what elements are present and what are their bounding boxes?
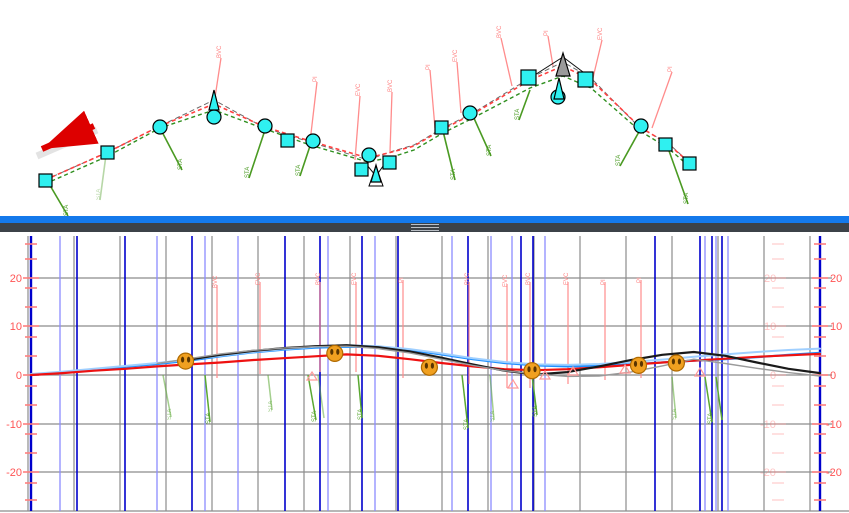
grip-line bbox=[410, 224, 439, 225]
profile-marker-layer[interactable] bbox=[177, 344, 686, 380]
svg-text:PI: PI bbox=[313, 76, 319, 82]
splitter-grip-handle[interactable] bbox=[410, 224, 439, 231]
y-axis-right-label: -20 bbox=[826, 467, 842, 479]
svg-text:STA: STA bbox=[96, 189, 102, 200]
svg-text:BVC: BVC bbox=[217, 45, 223, 58]
svg-text:STA: STA bbox=[268, 401, 274, 412]
plan-view-canvas[interactable]: BVC PI EVC BVC PI EVC BVC PI EVC PI bbox=[0, 0, 849, 216]
vertical-curve-marker[interactable] bbox=[326, 344, 344, 363]
svg-text:STA: STA bbox=[178, 159, 184, 170]
svg-text:STA: STA bbox=[616, 155, 622, 166]
svg-text:EVC: EVC bbox=[453, 49, 459, 62]
svg-text:STA: STA bbox=[672, 409, 678, 420]
plan-triangle-markers[interactable] bbox=[208, 50, 571, 187]
svg-text:STA: STA bbox=[708, 413, 714, 424]
pane-splitter[interactable] bbox=[0, 223, 849, 232]
y-axis-right-label: 0 bbox=[830, 370, 836, 382]
profile-vertical-gridlines bbox=[27, 236, 811, 511]
svg-text:EVC: EVC bbox=[256, 272, 262, 285]
svg-text:STA: STA bbox=[206, 413, 212, 424]
svg-text:PI: PI bbox=[544, 30, 550, 36]
svg-text:STA: STA bbox=[684, 193, 690, 204]
y-axis-left-label: 0 bbox=[16, 370, 22, 382]
svg-text:STA: STA bbox=[64, 205, 70, 216]
plan-pink-leaders bbox=[213, 35, 673, 161]
north-west-direction-arrow bbox=[35, 110, 99, 160]
profile-pink-callout-labels: BVC EVC BVC EVC PI BVC EVC BVC EVC PI PI bbox=[213, 272, 643, 288]
svg-text:BVC: BVC bbox=[497, 25, 503, 38]
svg-text:BVC: BVC bbox=[526, 272, 532, 285]
plan-green-leader-labels: STA STA STA STA STA STA STA STA STA STA bbox=[64, 109, 690, 216]
svg-text:BVC: BVC bbox=[213, 275, 219, 288]
profile-view-canvas[interactable]: 20 10 0 -10 -20 bbox=[0, 232, 849, 513]
svg-text:EVC: EVC bbox=[503, 274, 509, 287]
svg-text:PI: PI bbox=[426, 64, 432, 70]
y-axis-right-faded-label: 20 bbox=[764, 273, 776, 285]
plan-alignment-green bbox=[44, 75, 691, 185]
svg-text:STA: STA bbox=[451, 169, 457, 180]
svg-text:EVC: EVC bbox=[598, 27, 604, 40]
plan-pink-leader-labels: BVC PI EVC BVC PI EVC BVC PI EVC PI bbox=[217, 25, 674, 96]
vertical-curve-marker[interactable] bbox=[420, 358, 438, 376]
svg-text:BVC: BVC bbox=[465, 272, 471, 285]
svg-text:PI: PI bbox=[668, 66, 674, 72]
vertical-curve-marker[interactable] bbox=[523, 362, 541, 380]
svg-text:EVC: EVC bbox=[356, 83, 362, 96]
vertical-curve-marker[interactable] bbox=[629, 356, 648, 374]
plan-alignment-red bbox=[44, 65, 691, 181]
svg-text:EVC: EVC bbox=[564, 272, 570, 285]
y-axis-right-label: 20 bbox=[830, 273, 842, 285]
y-axis-right-faded-label: 0 bbox=[770, 370, 776, 382]
profile-triangle-annotations bbox=[305, 363, 707, 389]
svg-text:PI: PI bbox=[637, 277, 643, 283]
svg-text:STA: STA bbox=[533, 406, 539, 417]
plan-green-leaders bbox=[47, 89, 689, 216]
svg-text:STA: STA bbox=[464, 419, 470, 430]
series-reference-gray bbox=[156, 345, 821, 378]
y-axis-right-label: -10 bbox=[826, 419, 842, 431]
svg-text:STA: STA bbox=[245, 167, 251, 178]
profile-green-callouts bbox=[162, 374, 723, 429]
profile-green-callout-labels: STA STA STA STA STA STA STA STA STA STA bbox=[167, 401, 714, 430]
svg-text:STA: STA bbox=[515, 109, 521, 120]
svg-text:EVC: EVC bbox=[352, 272, 358, 285]
svg-text:STA: STA bbox=[167, 409, 173, 420]
plan-view-pane[interactable]: BVC PI EVC BVC PI EVC BVC PI EVC PI bbox=[0, 0, 849, 216]
svg-text:STA: STA bbox=[487, 145, 493, 156]
y-axis-right-faded-label: 10 bbox=[764, 321, 776, 333]
svg-text:STA: STA bbox=[490, 411, 496, 422]
y-axis-right-faded-label: -10 bbox=[760, 419, 776, 431]
y-axis-left-label: -20 bbox=[6, 467, 22, 479]
plan-square-markers[interactable] bbox=[38, 69, 697, 188]
plan-circle-markers[interactable] bbox=[152, 89, 649, 163]
active-view-indicator-bar bbox=[0, 216, 849, 223]
y-axis-left-label: -10 bbox=[6, 419, 22, 431]
y-axis-right-label: 10 bbox=[830, 321, 842, 333]
svg-text:PI: PI bbox=[601, 279, 607, 285]
svg-text:STA: STA bbox=[296, 165, 302, 176]
svg-text:STA: STA bbox=[358, 409, 364, 420]
svg-text:BVC: BVC bbox=[388, 79, 394, 92]
vertical-curve-marker[interactable] bbox=[667, 354, 686, 372]
svg-text:PI: PI bbox=[399, 277, 405, 283]
profile-station-lines-light bbox=[59, 236, 729, 511]
grip-line bbox=[410, 227, 439, 228]
svg-text:STA: STA bbox=[312, 411, 318, 422]
grip-line bbox=[410, 230, 439, 231]
y-axis-left-label: 10 bbox=[10, 321, 22, 333]
y-axis-left-label: 20 bbox=[10, 273, 22, 285]
svg-text:BVC: BVC bbox=[316, 272, 322, 285]
profile-view-pane[interactable]: 20 10 0 -10 -20 bbox=[0, 232, 849, 513]
y-axis-right-faded-label: -20 bbox=[760, 467, 776, 479]
profile-right-axis-faded: 20 10 0 -10 -20 bbox=[760, 243, 786, 501]
vertical-curve-marker[interactable] bbox=[177, 352, 195, 370]
